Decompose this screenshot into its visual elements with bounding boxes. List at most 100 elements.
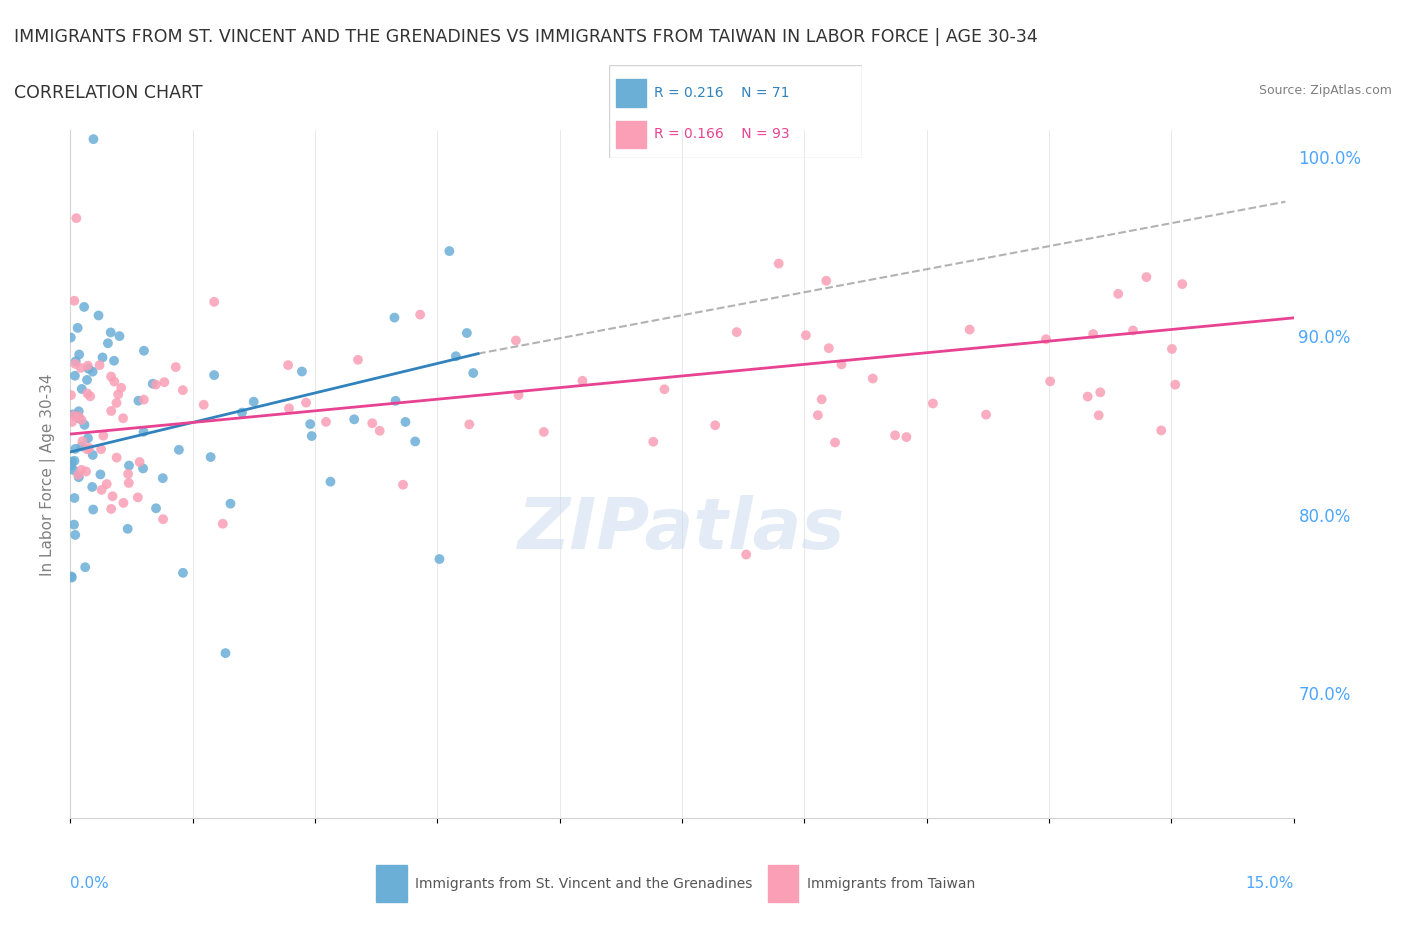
- Bar: [768, 865, 799, 902]
- Point: [90, 483, 112, 498]
- Point: [73, 418, 96, 432]
- Point: [458, 417, 481, 432]
- Point: [1122, 323, 1144, 338]
- Point: [60, 415, 83, 430]
- Point: [132, 461, 155, 476]
- Point: [231, 405, 253, 420]
- Point: [70, 413, 93, 428]
- Point: [922, 396, 945, 411]
- Point: [1039, 374, 1062, 389]
- Point: [343, 412, 366, 427]
- Point: [404, 434, 426, 449]
- Point: [77, 441, 100, 456]
- Point: [70, 381, 93, 396]
- Point: [72, 433, 94, 448]
- Point: [807, 407, 830, 422]
- Point: [65, 408, 87, 423]
- Point: [63, 356, 86, 371]
- Point: [315, 415, 337, 430]
- Point: [725, 325, 748, 339]
- Point: [735, 547, 758, 562]
- Point: [167, 443, 190, 458]
- Point: [142, 377, 165, 392]
- Point: [172, 565, 194, 580]
- Point: [89, 467, 111, 482]
- Point: [70, 439, 93, 454]
- Point: [153, 375, 176, 390]
- Point: [100, 404, 122, 418]
- Point: [60, 458, 83, 473]
- Point: [118, 458, 141, 473]
- Point: [117, 467, 139, 482]
- Point: [1081, 326, 1104, 341]
- Point: [62, 462, 84, 477]
- Point: [63, 408, 86, 423]
- Point: [105, 450, 128, 465]
- Point: [63, 453, 86, 468]
- Point: [439, 244, 461, 259]
- Point: [65, 442, 87, 457]
- Point: [77, 361, 100, 376]
- Point: [67, 347, 90, 362]
- Point: [368, 423, 391, 438]
- Point: [1150, 423, 1173, 438]
- Point: [301, 429, 323, 444]
- Text: 15.0%: 15.0%: [1246, 876, 1294, 891]
- Point: [63, 490, 86, 505]
- Point: [65, 211, 87, 226]
- Point: [75, 464, 97, 479]
- Point: [67, 468, 90, 483]
- Point: [76, 386, 98, 401]
- Point: [103, 353, 125, 368]
- Point: [67, 411, 90, 426]
- Point: [91, 428, 114, 443]
- Point: [768, 256, 790, 271]
- Point: [96, 476, 118, 491]
- Point: [63, 517, 86, 532]
- Point: [643, 434, 665, 449]
- Point: [291, 364, 314, 379]
- Point: [394, 415, 416, 430]
- Point: [145, 501, 167, 516]
- Point: [70, 462, 93, 477]
- Point: [108, 328, 131, 343]
- Point: [200, 449, 222, 464]
- Point: [211, 516, 233, 531]
- Point: [127, 490, 149, 505]
- Point: [959, 322, 981, 337]
- Point: [884, 428, 907, 443]
- Point: [62, 407, 84, 422]
- Bar: [616, 121, 647, 149]
- Point: [319, 474, 342, 489]
- Bar: [616, 79, 647, 107]
- Text: Source: ZipAtlas.com: Source: ZipAtlas.com: [1258, 84, 1392, 97]
- Point: [128, 455, 150, 470]
- Point: [79, 389, 101, 404]
- Point: [862, 371, 884, 386]
- Point: [172, 382, 194, 397]
- Point: [571, 373, 593, 388]
- Point: [444, 349, 467, 364]
- Point: [384, 393, 406, 408]
- Point: [67, 470, 90, 485]
- Point: [60, 569, 83, 584]
- Point: [103, 374, 125, 389]
- Point: [105, 395, 128, 410]
- Point: [704, 418, 727, 432]
- Point: [89, 358, 111, 373]
- Point: [242, 394, 264, 409]
- Point: [67, 409, 90, 424]
- Text: Immigrants from St. Vincent and the Grenadines: Immigrants from St. Vincent and the Gren…: [415, 876, 752, 891]
- Point: [831, 357, 853, 372]
- Point: [118, 475, 141, 490]
- Point: [295, 395, 318, 410]
- Point: [66, 321, 89, 336]
- Point: [82, 365, 104, 379]
- Point: [1035, 332, 1057, 347]
- Point: [76, 373, 98, 388]
- Point: [508, 388, 530, 403]
- Point: [193, 397, 215, 412]
- Text: ZIPatlas: ZIPatlas: [519, 495, 845, 564]
- Point: [82, 447, 104, 462]
- Point: [361, 416, 384, 431]
